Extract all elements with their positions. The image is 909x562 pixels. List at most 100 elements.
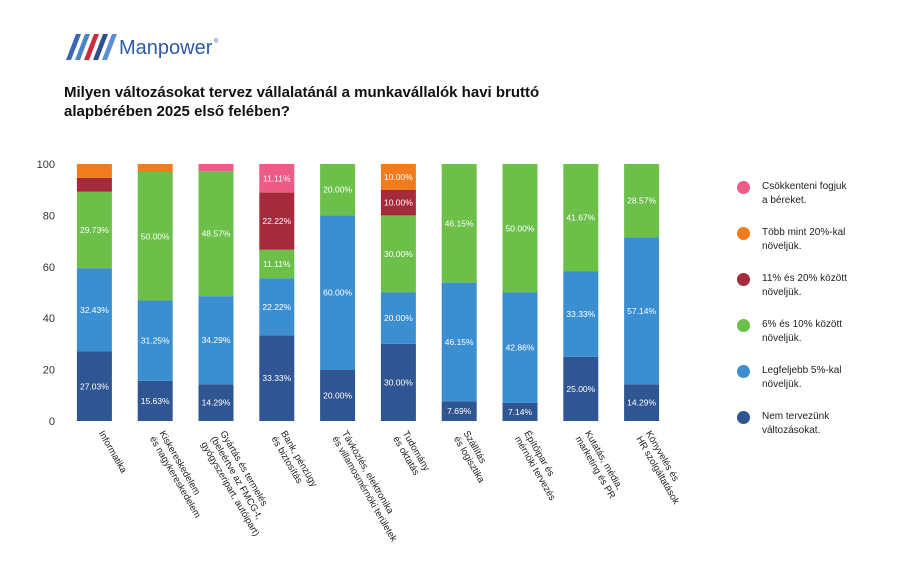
y-tick-label: 80 xyxy=(43,210,55,222)
bar-segment xyxy=(137,380,173,421)
legend-swatch xyxy=(737,319,750,332)
bar-data-label: 20.00% xyxy=(323,185,352,195)
bar-data-label: 50.00% xyxy=(506,223,535,233)
y-tick-label: 20 xyxy=(43,365,55,377)
legend-item: 11% és 20% között növeljük. xyxy=(737,272,902,300)
bar-segment xyxy=(563,164,599,272)
x-category-label: Gyártás és termelés(beleértve az FMCG-t,… xyxy=(198,429,280,538)
bar-segment xyxy=(76,268,112,352)
bar-data-label: 50.00% xyxy=(141,231,170,241)
chart-title: Milyen változásokat tervez vállalatánál … xyxy=(64,84,540,120)
bar-data-label: 10.00% xyxy=(384,198,413,208)
y-tick-label: 40 xyxy=(43,313,55,325)
manpower-logo: Manpower ® xyxy=(64,30,234,66)
bar-data-label: 60.00% xyxy=(323,288,352,298)
bar-segment xyxy=(198,171,234,297)
bar-segment xyxy=(259,249,295,279)
bar-data-label: 27.03% xyxy=(80,381,109,391)
bar-segment xyxy=(563,271,599,357)
legend-label: 11% és 20% között növeljük. xyxy=(762,273,847,298)
legend-item: Nem tervezünk változásokat. xyxy=(737,410,902,438)
x-category-label: Tudományés oktatás xyxy=(390,429,431,479)
legend-item: Legfeljebb 5%-kal növeljük. xyxy=(737,364,902,392)
bar-segment xyxy=(259,278,295,336)
legend-label: Csökkenteni fogjuk a béreket. xyxy=(762,181,847,206)
x-category-label-line: Informatika xyxy=(96,429,129,476)
bar-segment xyxy=(76,177,112,192)
bar-data-label: 10.00% xyxy=(384,172,413,182)
bar-data-label: 22.22% xyxy=(262,302,291,312)
logo-stripe xyxy=(75,34,90,60)
y-tick-label: 100 xyxy=(37,159,55,171)
bar-segment xyxy=(380,164,416,190)
bar-data-label: 48.57% xyxy=(202,229,231,239)
chart-legend: Csökkenteni fogjuk a béreket. Több mint 2… xyxy=(737,180,902,456)
bar-data-label: 46.15% xyxy=(445,218,474,228)
legend-item: Csökkenteni fogjuk a béreket. xyxy=(737,180,902,208)
brand-name: Manpower xyxy=(119,37,213,59)
bar-data-label: 22.22% xyxy=(262,216,291,226)
bar-segment xyxy=(198,296,234,385)
legend-item: 6% és 10% között növeljük. xyxy=(737,318,902,346)
bar-segment xyxy=(198,163,234,172)
bar-segment xyxy=(320,369,356,421)
bar-segment xyxy=(137,163,173,173)
bar-data-label: 28.57% xyxy=(627,196,656,206)
bar-data-label: 20.00% xyxy=(323,390,352,400)
legend-swatch xyxy=(737,365,750,378)
bar-segment xyxy=(502,164,538,293)
legend-swatch xyxy=(737,227,750,240)
bar-data-label: 34.29% xyxy=(202,335,231,345)
bar-segment xyxy=(441,164,477,283)
bar-data-label: 20.00% xyxy=(384,313,413,323)
legend-swatch xyxy=(737,273,750,286)
legend-swatch xyxy=(737,411,750,424)
bar-segment xyxy=(502,292,538,403)
logo-stripe xyxy=(84,34,99,60)
bar-data-label: 14.29% xyxy=(627,398,656,408)
bar-data-label: 25.00% xyxy=(566,384,595,394)
legend-item: Több mint 20%-kal növeljük. xyxy=(737,226,902,254)
bar-segment xyxy=(624,237,660,385)
bar-segment xyxy=(137,172,173,301)
bar-data-label: 11.11% xyxy=(263,259,291,269)
legend-label: Legfeljebb 5%-kal növeljük. xyxy=(762,365,842,390)
bar-segment xyxy=(380,215,416,293)
logo-stripe xyxy=(102,34,117,60)
bar-segment xyxy=(259,335,295,421)
logo-stripes xyxy=(66,34,117,60)
brand-registered-mark: ® xyxy=(214,38,219,45)
bar-data-label: 30.00% xyxy=(384,249,413,259)
bar-data-label: 11.11% xyxy=(263,173,291,183)
bar-segment xyxy=(137,300,173,381)
bar-data-label: 32.43% xyxy=(80,305,109,315)
bar-data-label: 33.33% xyxy=(566,309,595,319)
bar-segment xyxy=(76,163,112,178)
y-tick-label: 0 xyxy=(49,416,55,428)
bar-segment xyxy=(624,384,660,421)
x-category-label: Szállításés logisztika xyxy=(451,429,496,485)
bar-data-label: 7.14% xyxy=(508,407,533,417)
bar-data-label: 33.33% xyxy=(262,373,291,383)
bar-segment xyxy=(441,401,477,421)
bar-segment xyxy=(198,384,234,421)
logo-stripe xyxy=(93,34,108,60)
bar-segment xyxy=(380,343,416,421)
bar-data-label: 46.15% xyxy=(445,337,474,347)
x-category-label-line: és villamosmérnöki területek xyxy=(329,435,399,545)
bar-segment xyxy=(76,191,112,269)
bar-segment xyxy=(441,282,477,402)
bar-data-label: 29.73% xyxy=(80,225,109,235)
bar-data-label: 42.86% xyxy=(506,343,535,353)
bar-data-label: 31.25% xyxy=(141,336,170,346)
bar-segment xyxy=(624,164,660,238)
bar-segment xyxy=(380,292,416,344)
bar-segment xyxy=(76,351,112,421)
bar-data-label: 30.00% xyxy=(384,377,413,387)
bar-segment xyxy=(320,164,356,216)
x-category-label: Bank, pénzügyés biztosítás xyxy=(269,429,320,495)
x-category-label: Kutatás, média,marketing és PR xyxy=(573,429,627,501)
x-category-label: Építőipar ésmérnöki tervezés xyxy=(512,429,567,503)
bar-segment xyxy=(259,192,295,250)
